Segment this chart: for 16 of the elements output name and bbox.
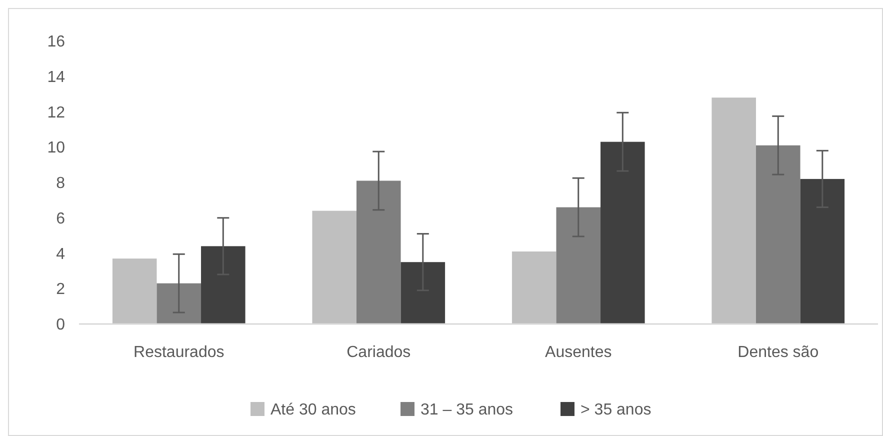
- x-tick-label: Restaurados: [134, 344, 224, 361]
- legend-label: > 35 anos: [580, 402, 652, 419]
- legend-label: Até 30 anos: [270, 402, 356, 419]
- y-tick-label: 10: [47, 140, 66, 157]
- x-tick-label: Ausentes: [545, 344, 612, 361]
- y-tick-label: 8: [56, 175, 66, 192]
- y-tick-label: 14: [47, 68, 66, 86]
- y-tick-label: 6: [56, 210, 66, 228]
- legend-label: 31 – 35 anos: [420, 402, 514, 419]
- y-tick-label: 0: [56, 316, 66, 334]
- x-tick-label: Cariados: [346, 344, 411, 361]
- y-tick-label: 12: [47, 104, 66, 122]
- y-tick-label: 16: [47, 34, 66, 51]
- x-tick-label: Dentes são: [738, 344, 819, 361]
- y-tick-label: 2: [56, 281, 66, 298]
- y-tick-label: 4: [56, 246, 66, 263]
